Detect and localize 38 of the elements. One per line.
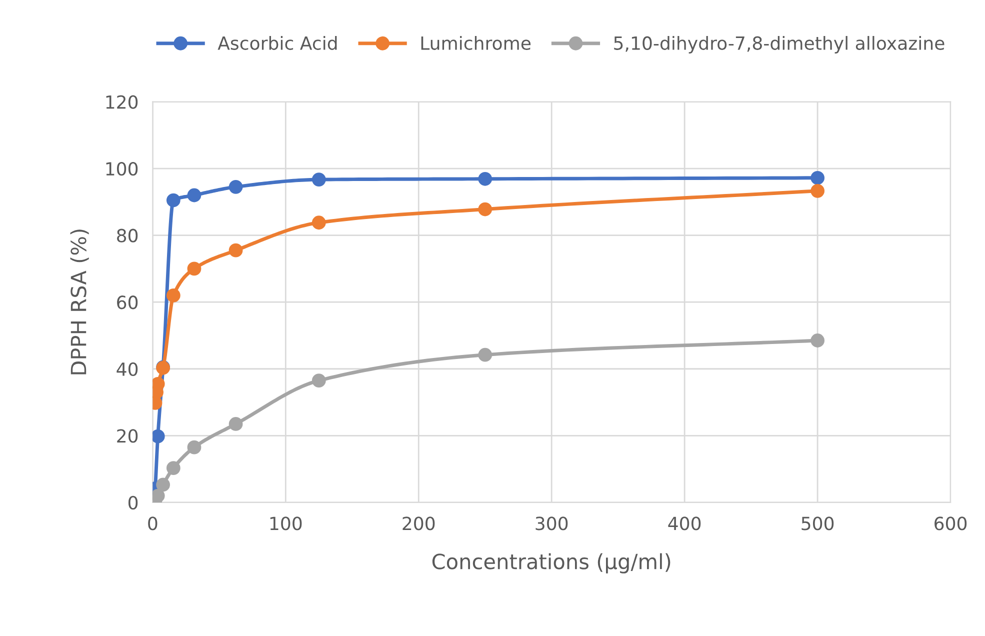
point <box>187 440 202 454</box>
legend-label: Lumichrome <box>421 36 531 50</box>
x-tick-label: 400 <box>668 516 701 530</box>
point <box>156 478 170 492</box>
point <box>478 348 492 362</box>
y-tick-label: 100 <box>106 162 138 176</box>
y-tick-label: 20 <box>117 429 138 443</box>
x-tick-label: 300 <box>536 516 568 530</box>
y-tick-label: 60 <box>117 296 138 310</box>
y-axis-title: DPPH RSA (%) <box>70 230 89 374</box>
point <box>810 170 824 185</box>
y-tick-label: 40 <box>116 362 138 376</box>
legend-label: 5,10-dihydro-7,8-dimethyl alloxazine <box>614 36 944 54</box>
x-tick-label: 500 <box>802 516 834 530</box>
x-tick-label: 200 <box>402 516 435 530</box>
point <box>312 172 326 187</box>
x-tick-label: 100 <box>270 516 302 530</box>
point <box>478 172 492 186</box>
y-tick-label: 120 <box>106 95 138 109</box>
x-tick-label: 0 <box>148 516 158 530</box>
point <box>312 374 326 388</box>
point <box>312 216 326 230</box>
point <box>187 188 202 202</box>
point <box>810 334 824 348</box>
point <box>228 417 243 431</box>
x-tick-label: 600 <box>934 516 967 530</box>
point <box>166 461 180 475</box>
point <box>187 262 202 276</box>
point <box>228 243 243 258</box>
y-tick-label: 0 <box>128 496 138 510</box>
legend-label: Ascorbic Acid <box>218 36 337 50</box>
point <box>810 184 824 198</box>
point <box>228 180 243 194</box>
y-tick-label: 80 <box>117 228 138 242</box>
point <box>166 288 180 302</box>
point <box>478 202 492 216</box>
x-axis-title: Concentrations (µg/ml) <box>432 553 670 574</box>
point <box>166 193 180 208</box>
